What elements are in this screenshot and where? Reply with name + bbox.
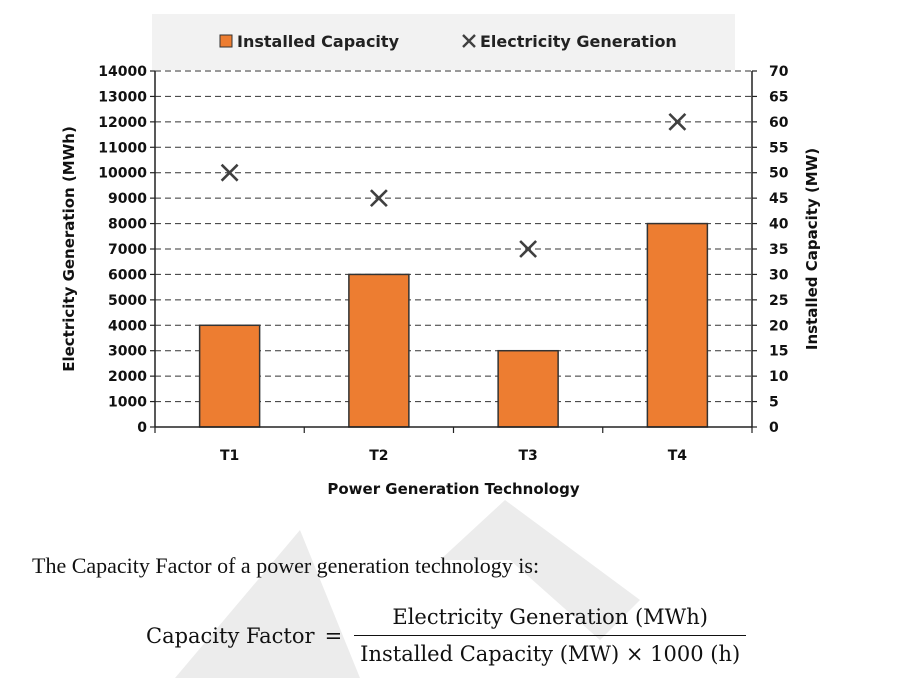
y-left-tick-label: 9000 <box>108 191 147 207</box>
y-left-tick-label: 13000 <box>98 89 147 105</box>
formula-lhs: Capacity Factor <box>146 623 315 648</box>
axes <box>150 70 757 433</box>
legend-label-electricity-generation: Electricity Generation <box>480 32 677 51</box>
y-right-tick-label: 65 <box>769 89 788 105</box>
y-left-tick-label: 2000 <box>108 369 147 385</box>
legend-label-installed-capacity: Installed Capacity <box>237 32 400 51</box>
y-right-axis-title: Installed Capacity (MW) <box>803 148 821 350</box>
y-left-tick-label: 11000 <box>98 140 147 156</box>
y-left-tick-label: 14000 <box>98 64 147 80</box>
chart: Installed Capacity Electricity Generation… <box>60 14 821 498</box>
formula-denominator: Installed Capacity (MW) × 1000 (h) <box>360 642 741 666</box>
y-left-tick-label: 4000 <box>108 318 147 334</box>
bar-t1 <box>198 324 261 428</box>
y-right-tick-label: 60 <box>769 115 789 131</box>
y-left-tick-label: 5000 <box>108 293 147 309</box>
x-axis-title: Power Generation Technology <box>327 480 579 498</box>
capacity-factor-formula: Capacity Factor = Electricity Generation… <box>146 605 747 666</box>
y-left-tick-label: 8000 <box>108 217 147 233</box>
watermark-stroke <box>440 500 640 640</box>
marker-t3 <box>519 240 538 258</box>
watermark-stroke <box>175 530 360 678</box>
x-tick-label: T4 <box>668 448 688 464</box>
y-right-tick-label: 30 <box>769 267 789 283</box>
legend-background <box>152 14 735 70</box>
y-left-tick-label: 6000 <box>108 267 147 283</box>
y-left-tick-label: 0 <box>137 420 147 436</box>
legend: Installed Capacity Electricity Generation <box>219 32 677 51</box>
y-left-tick-label: 12000 <box>98 115 147 131</box>
y-left-tick-label: 1000 <box>108 395 147 411</box>
y-right-tick-label: 5 <box>769 395 779 411</box>
y-right-tick-label: 15 <box>769 344 788 360</box>
axis-labels: 0100020003000400050006000700080009000100… <box>60 64 821 498</box>
formula-fraction: Electricity Generation (MWh) Installed C… <box>354 605 747 666</box>
bar-t4 <box>646 222 709 428</box>
y-left-axis-title: Electricity Generation (MWh) <box>60 126 78 372</box>
y-left-tick-label: 10000 <box>98 166 147 182</box>
bar-series <box>198 222 709 428</box>
y-right-tick-label: 25 <box>769 293 788 309</box>
marker-t2 <box>369 189 388 208</box>
marker-t4 <box>668 112 687 131</box>
formula-numerator: Electricity Generation (MWh) <box>392 605 708 629</box>
legend-marker-electricity-generation <box>462 34 476 48</box>
y-right-tick-label: 55 <box>769 140 788 156</box>
y-right-tick-label: 10 <box>769 369 789 385</box>
y-left-tick-label: 7000 <box>108 242 147 258</box>
y-right-tick-label: 50 <box>769 166 789 182</box>
bar-t2 <box>348 273 410 428</box>
y-right-tick-label: 40 <box>769 217 789 233</box>
intro-text: The Capacity Factor of a power generatio… <box>32 553 540 578</box>
y-right-tick-label: 35 <box>769 242 788 258</box>
legend-swatch-installed-capacity <box>219 34 233 48</box>
bar-t3 <box>497 349 559 428</box>
formula-equals: = <box>324 623 343 648</box>
x-tick-label: T2 <box>369 448 388 464</box>
y-right-tick-label: 70 <box>769 64 789 80</box>
y-left-tick-label: 3000 <box>108 344 147 360</box>
marker-series <box>220 112 687 258</box>
y-right-tick-label: 20 <box>769 318 789 334</box>
y-right-tick-label: 45 <box>769 191 788 207</box>
x-tick-label: T3 <box>518 448 537 464</box>
fraction-bar <box>354 635 747 636</box>
marker-t1 <box>220 163 239 182</box>
y-right-tick-label: 0 <box>769 420 779 436</box>
x-tick-label: T1 <box>220 448 239 464</box>
